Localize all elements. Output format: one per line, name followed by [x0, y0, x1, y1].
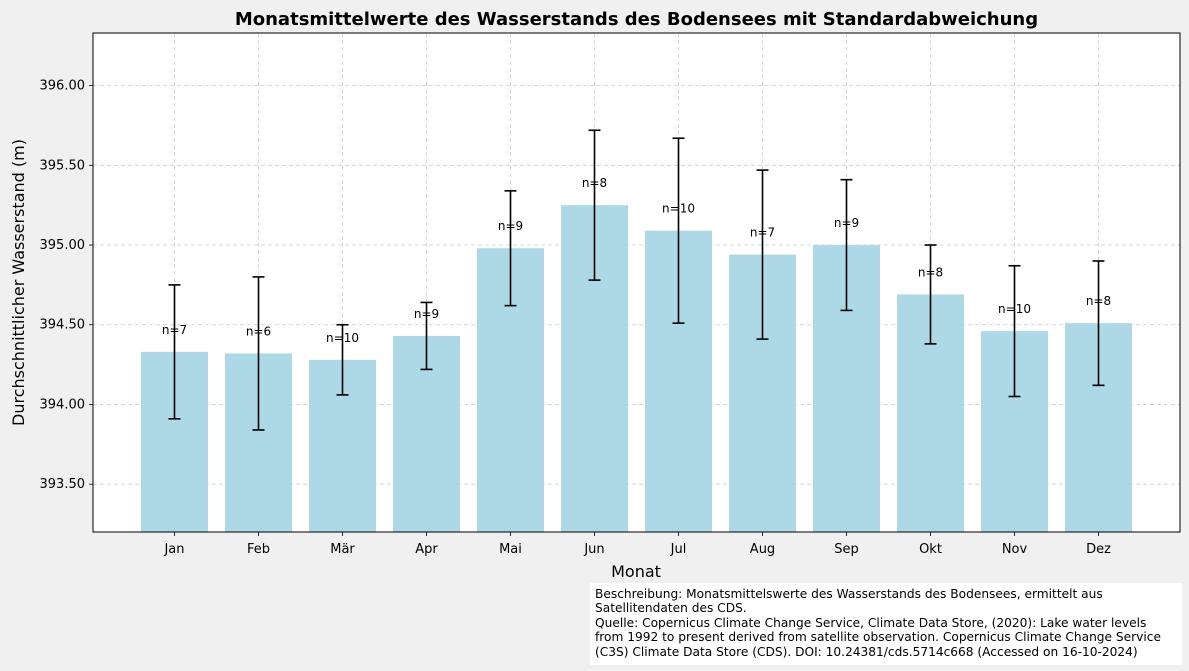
- y-tick-label: 396.00: [40, 79, 86, 94]
- error-bar: [924, 244, 937, 345]
- source-caption: Beschreibung: Monatsmittelswerte des Was…: [590, 583, 1182, 665]
- sample-size-label: n=9: [834, 216, 859, 230]
- x-tick-label: Aug: [750, 542, 775, 557]
- error-bar: [336, 323, 349, 396]
- x-tick-label: Dez: [1086, 542, 1111, 557]
- y-axis-label: Durchschnittlicher Wasserstand (m): [9, 139, 28, 426]
- error-bar: [840, 178, 853, 312]
- sample-size-label: n=10: [662, 202, 695, 216]
- plot-frame: [92, 32, 1181, 533]
- sample-size-label: n=7: [750, 226, 775, 240]
- x-tick-label: Mär: [330, 542, 355, 557]
- x-tick-label: Jun: [583, 542, 604, 557]
- x-tick-label: Apr: [415, 542, 438, 557]
- y-tick-label: 394.00: [40, 397, 86, 412]
- error-bar: [252, 276, 265, 431]
- x-tick-label: Feb: [247, 542, 270, 557]
- x-tick-label: Jan: [163, 542, 184, 557]
- sample-size-label: n=7: [162, 323, 187, 337]
- sample-size-label: n=9: [414, 307, 439, 321]
- error-bar: [672, 137, 685, 324]
- caption-line: Beschreibung: Monatsmittelswerte des Was…: [595, 587, 1103, 601]
- error-bar: [420, 301, 433, 371]
- sample-size-label: n=8: [1086, 294, 1111, 308]
- error-bar: [168, 284, 181, 420]
- x-axis-label: Monat: [611, 562, 661, 581]
- error-bar: [504, 190, 517, 307]
- sample-size-label: n=9: [498, 219, 523, 233]
- y-tick-label: 394.50: [40, 318, 86, 333]
- chart-title: Monatsmittelwerte des Wasserstands des B…: [235, 9, 1038, 30]
- error-bar: [1008, 264, 1021, 398]
- x-tick-label: Jul: [670, 542, 687, 557]
- error-bar: [588, 129, 601, 281]
- error-bar: [1092, 260, 1105, 387]
- caption-line: (C3S) Climate Data Store (CDS). DOI: 10.…: [595, 644, 1138, 659]
- sample-size-label: n=10: [998, 302, 1031, 316]
- sample-size-label: n=8: [918, 265, 943, 279]
- sample-size-label: n=6: [246, 324, 271, 338]
- x-tick-label: Mai: [499, 542, 522, 557]
- caption-line: from 1992 to present derived from satell…: [595, 630, 1161, 645]
- error-bar: [756, 169, 769, 340]
- sample-size-label: n=8: [582, 176, 607, 190]
- sample-size-label: n=10: [326, 331, 359, 345]
- y-tick-label: 395.00: [40, 238, 86, 253]
- x-tick-label: Nov: [1002, 542, 1028, 557]
- caption-line: Quelle: Copernicus Climate Change Servic…: [595, 615, 1147, 630]
- caption-line: Satellitendaten des CDS.: [595, 601, 747, 616]
- y-tick-label: 395.50: [40, 158, 86, 173]
- x-tick-label: Okt: [919, 542, 942, 557]
- x-tick-label: Sep: [834, 542, 859, 557]
- y-tick-label: 393.50: [40, 477, 86, 492]
